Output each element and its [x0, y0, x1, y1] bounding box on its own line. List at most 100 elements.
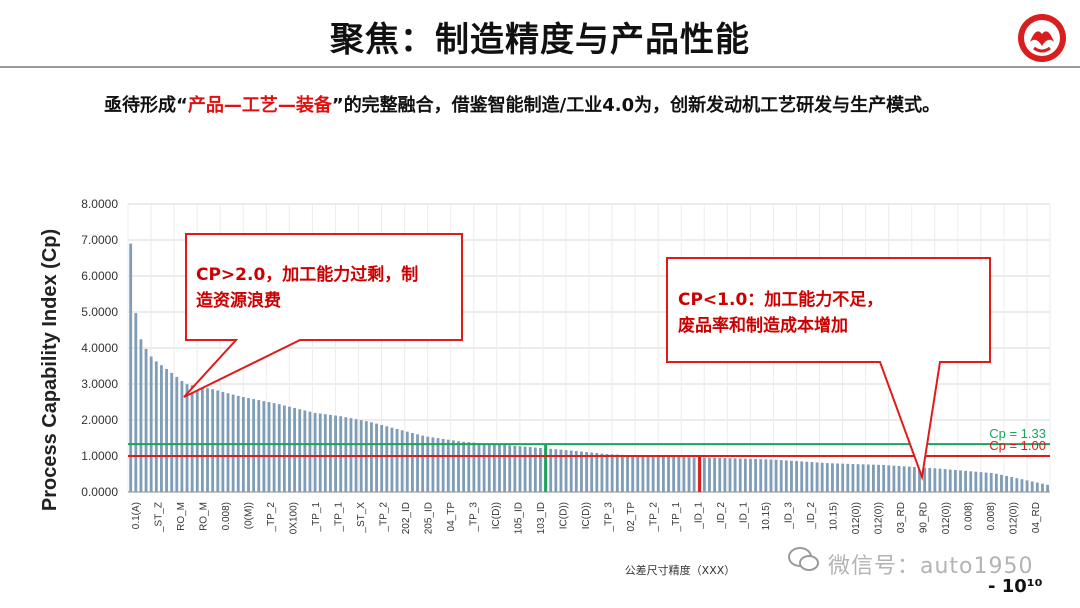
- bar: [1020, 479, 1024, 492]
- bar: [836, 463, 839, 492]
- bar: [728, 458, 732, 492]
- title-divider: [0, 66, 1080, 68]
- cp-bar-chart: 0.0000 1.0000 2.0000 3.0000 4.0000 5.0000 6.00…: [39, 197, 1051, 577]
- bar: [692, 457, 696, 492]
- bar: [882, 464, 886, 492]
- bar: [293, 407, 297, 492]
- watermark-text: 微信号：auto1950: [828, 554, 1034, 579]
- bar: [877, 464, 880, 492]
- bar: [989, 473, 993, 492]
- x-tick-label: 04_RD: [1031, 502, 1042, 533]
- bar: [800, 461, 804, 492]
- bar: [323, 414, 327, 492]
- right-callout-line1: CP<1.0：加工能力不足，: [678, 290, 884, 310]
- intro-paragraph: 亟待形成“产品—工艺—装备”的完整融合，借鉴智能制造/工业4.0为，创新发动机工…: [50, 92, 1040, 120]
- bar: [738, 458, 742, 492]
- bar: [656, 456, 660, 492]
- bar: [902, 466, 906, 492]
- bar: [702, 457, 706, 492]
- x-tick-label: _ID_1: [693, 502, 704, 530]
- x-tick-label: 012(0)): [873, 502, 884, 534]
- right-callout-text: CP<1.0：加工能力不足， 废品率和制造成本增加: [678, 287, 883, 339]
- bar: [533, 447, 537, 492]
- x-tick-label: 012(0)): [941, 502, 952, 534]
- bar: [436, 438, 440, 492]
- bar: [523, 446, 527, 492]
- bar: [595, 453, 599, 492]
- y-tick-label: 6.0000: [81, 269, 118, 283]
- bar: [457, 441, 460, 492]
- wechat-icon: [788, 547, 819, 571]
- bar: [390, 427, 394, 492]
- bar: [774, 459, 778, 492]
- slide-title: 聚焦：制造精度与产品性能: [330, 20, 750, 60]
- x-tick-label: _TP_1: [311, 502, 322, 533]
- bar: [651, 456, 655, 492]
- x-tick-label: 10.15): [761, 502, 772, 530]
- bar: [713, 457, 717, 492]
- x-tick-label: _ST_Z: [154, 502, 165, 533]
- bar: [221, 391, 225, 492]
- bar: [815, 462, 819, 492]
- bar: [667, 456, 670, 492]
- y-tick-label: 7.0000: [81, 233, 118, 247]
- bar: [421, 435, 425, 492]
- bar-series: [129, 243, 1049, 492]
- bar: [144, 348, 148, 492]
- x-tick-label: IC(D)): [491, 502, 502, 529]
- x-tick-labels: 0.1(A) _ST_Z RO_M RO_M 0.008) (0(M)) _TP_2 0X10…: [131, 502, 1042, 535]
- y-tick-label: 8.0000: [81, 197, 118, 211]
- x-tick-label: 0X100): [289, 502, 300, 534]
- x-tick-label: 04_TP: [446, 502, 457, 532]
- bar: [779, 460, 783, 492]
- x-tick-label: 02_TP: [626, 502, 637, 532]
- bar: [677, 457, 681, 492]
- x-tick-label: _TP_2: [379, 502, 390, 533]
- bar: [718, 457, 722, 492]
- x-tick-label: _ST_X: [356, 502, 367, 534]
- bar: [370, 422, 373, 492]
- y-tick-label: 0.0000: [81, 485, 118, 499]
- bar: [723, 458, 727, 492]
- y-tick-label: 4.0000: [81, 341, 118, 355]
- intro-part1: 亟待形成: [104, 95, 176, 116]
- x-tick-label: 202_ID: [401, 502, 412, 534]
- bar: [974, 471, 978, 492]
- bar: [784, 460, 788, 492]
- bar: [795, 461, 798, 492]
- x-tick-label: _TP_3: [603, 502, 614, 533]
- bar: [492, 444, 496, 492]
- bar: [1046, 484, 1049, 492]
- bar: [682, 457, 686, 492]
- bar: [841, 463, 845, 492]
- bar: [211, 389, 215, 492]
- y-tick-label: 3.0000: [81, 377, 118, 391]
- x-tick-label: IC(D)): [559, 502, 570, 529]
- x-tick-label: 90_RD: [918, 502, 929, 533]
- bar: [462, 441, 466, 492]
- bar: [282, 405, 286, 492]
- x-tick-label: 0.008): [221, 502, 232, 530]
- bar: [257, 400, 261, 492]
- bar: [825, 463, 829, 492]
- bar: [277, 404, 281, 492]
- bar: [943, 469, 947, 492]
- brand-logo-icon: [1018, 14, 1066, 62]
- bar: [600, 453, 604, 492]
- bar: [472, 442, 476, 492]
- x-tick-label: 0.008): [963, 502, 974, 530]
- bar: [708, 457, 711, 492]
- bar: [672, 456, 676, 492]
- bar: [636, 455, 640, 492]
- x-tick-label: 012(0)): [851, 502, 862, 534]
- x-tick-label: _ID_2: [716, 502, 727, 530]
- x-tick-label: _TP_1: [334, 502, 345, 533]
- x-tick-label: (0(M)): [244, 502, 255, 529]
- bar: [1000, 474, 1003, 492]
- bar: [426, 436, 430, 492]
- bar: [539, 447, 542, 492]
- x-tick-label: _ID_3: [783, 502, 794, 530]
- bar: [395, 428, 399, 492]
- bar: [769, 459, 773, 492]
